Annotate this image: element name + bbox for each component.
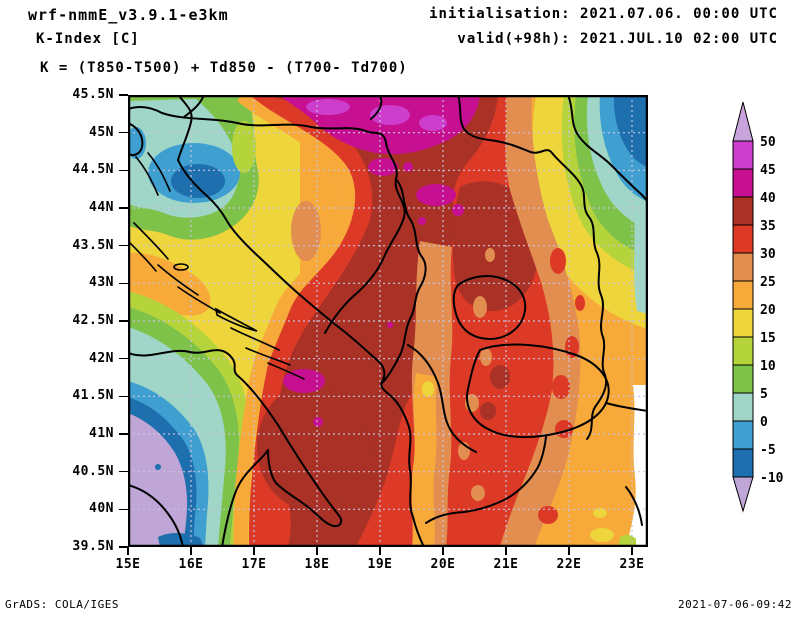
colorbar-tick-label: 50 (760, 135, 776, 150)
creation-timestamp: 2021-07-06-09:42 (678, 598, 792, 611)
x-tick-label: 15E (105, 557, 151, 572)
y-tick-mark (119, 132, 128, 134)
colorbar-tick-label: 40 (760, 191, 776, 206)
model-title: wrf-nmmE_v3.9.1-e3km (28, 6, 229, 24)
colorbar-tick-label: -5 (760, 443, 776, 458)
y-tick-mark (119, 283, 128, 285)
y-tick-label: 42N (50, 351, 114, 366)
y-tick-label: 42.5N (50, 313, 114, 328)
colorbar-tick-label: 25 (760, 275, 776, 290)
x-tick-mark (631, 547, 633, 555)
x-tick-mark (379, 547, 381, 555)
x-tick-label: 17E (231, 557, 277, 572)
y-tick-label: 43.5N (50, 238, 114, 253)
y-tick-label: 41N (50, 426, 114, 441)
y-tick-label: 40.5N (50, 464, 114, 479)
kindex-contour-map (128, 95, 648, 547)
colorbar-tick-label: 35 (760, 219, 776, 234)
colorbar-panel: 50454035302520151050-5-10 (728, 96, 794, 520)
y-tick-label: 41.5N (50, 388, 114, 403)
x-tick-label: 22E (546, 557, 592, 572)
x-tick-label: 20E (420, 557, 466, 572)
colorbar-tick-label: -10 (760, 471, 784, 486)
x-tick-label: 16E (168, 557, 214, 572)
y-tick-mark (119, 320, 128, 322)
colorbar-tick-label: 30 (760, 247, 776, 262)
y-tick-label: 45N (50, 125, 114, 140)
map-panel (128, 95, 648, 547)
x-tick-label: 19E (357, 557, 403, 572)
y-tick-label: 39.5N (50, 539, 114, 554)
x-tick-mark (442, 547, 444, 555)
x-tick-mark (253, 547, 255, 555)
y-tick-mark (119, 396, 128, 398)
y-tick-label: 44.5N (50, 162, 114, 177)
grads-plot-page: { "header": { "model": "wrf-nmmE_v3.9.1-… (0, 0, 800, 618)
grads-credit: GrADS: COLA/IGES (5, 598, 119, 611)
y-tick-mark (119, 170, 128, 172)
colorbar: 50454035302520151050-5-10 (728, 96, 794, 520)
colorbar-tick-label: 15 (760, 331, 776, 346)
x-tick-mark (127, 547, 129, 555)
y-tick-mark (119, 358, 128, 360)
y-tick-label: 45.5N (50, 87, 114, 102)
x-tick-mark (316, 547, 318, 555)
colorbar-tick-label: 10 (760, 359, 776, 374)
y-tick-mark (119, 245, 128, 247)
y-tick-mark (119, 471, 128, 473)
colorbar-tick-label: 5 (760, 387, 768, 402)
x-tick-label: 18E (294, 557, 340, 572)
colorbar-tick-label: 20 (760, 303, 776, 318)
colorbar-tick-label: 0 (760, 415, 768, 430)
x-tick-label: 23E (609, 557, 655, 572)
colorbar-tick-label: 45 (760, 163, 776, 178)
init-time-label: initialisation: 2021.07.06. 00:00 UTC (429, 6, 778, 22)
x-tick-mark (190, 547, 192, 555)
variable-title: K-Index [C] (36, 31, 140, 47)
y-tick-mark (119, 94, 128, 96)
x-tick-label: 21E (483, 557, 529, 572)
y-tick-mark (119, 207, 128, 209)
y-tick-mark (119, 433, 128, 435)
formula-label: K = (T850-T500) + Td850 - (T700- Td700) (40, 60, 408, 76)
y-tick-label: 40N (50, 501, 114, 516)
y-tick-mark (119, 509, 128, 511)
x-tick-mark (568, 547, 570, 555)
y-tick-label: 44N (50, 200, 114, 215)
valid-time-label: valid(+98h): 2021.JUL.10 02:00 UTC (457, 31, 778, 47)
y-tick-label: 43N (50, 275, 114, 290)
x-tick-mark (505, 547, 507, 555)
